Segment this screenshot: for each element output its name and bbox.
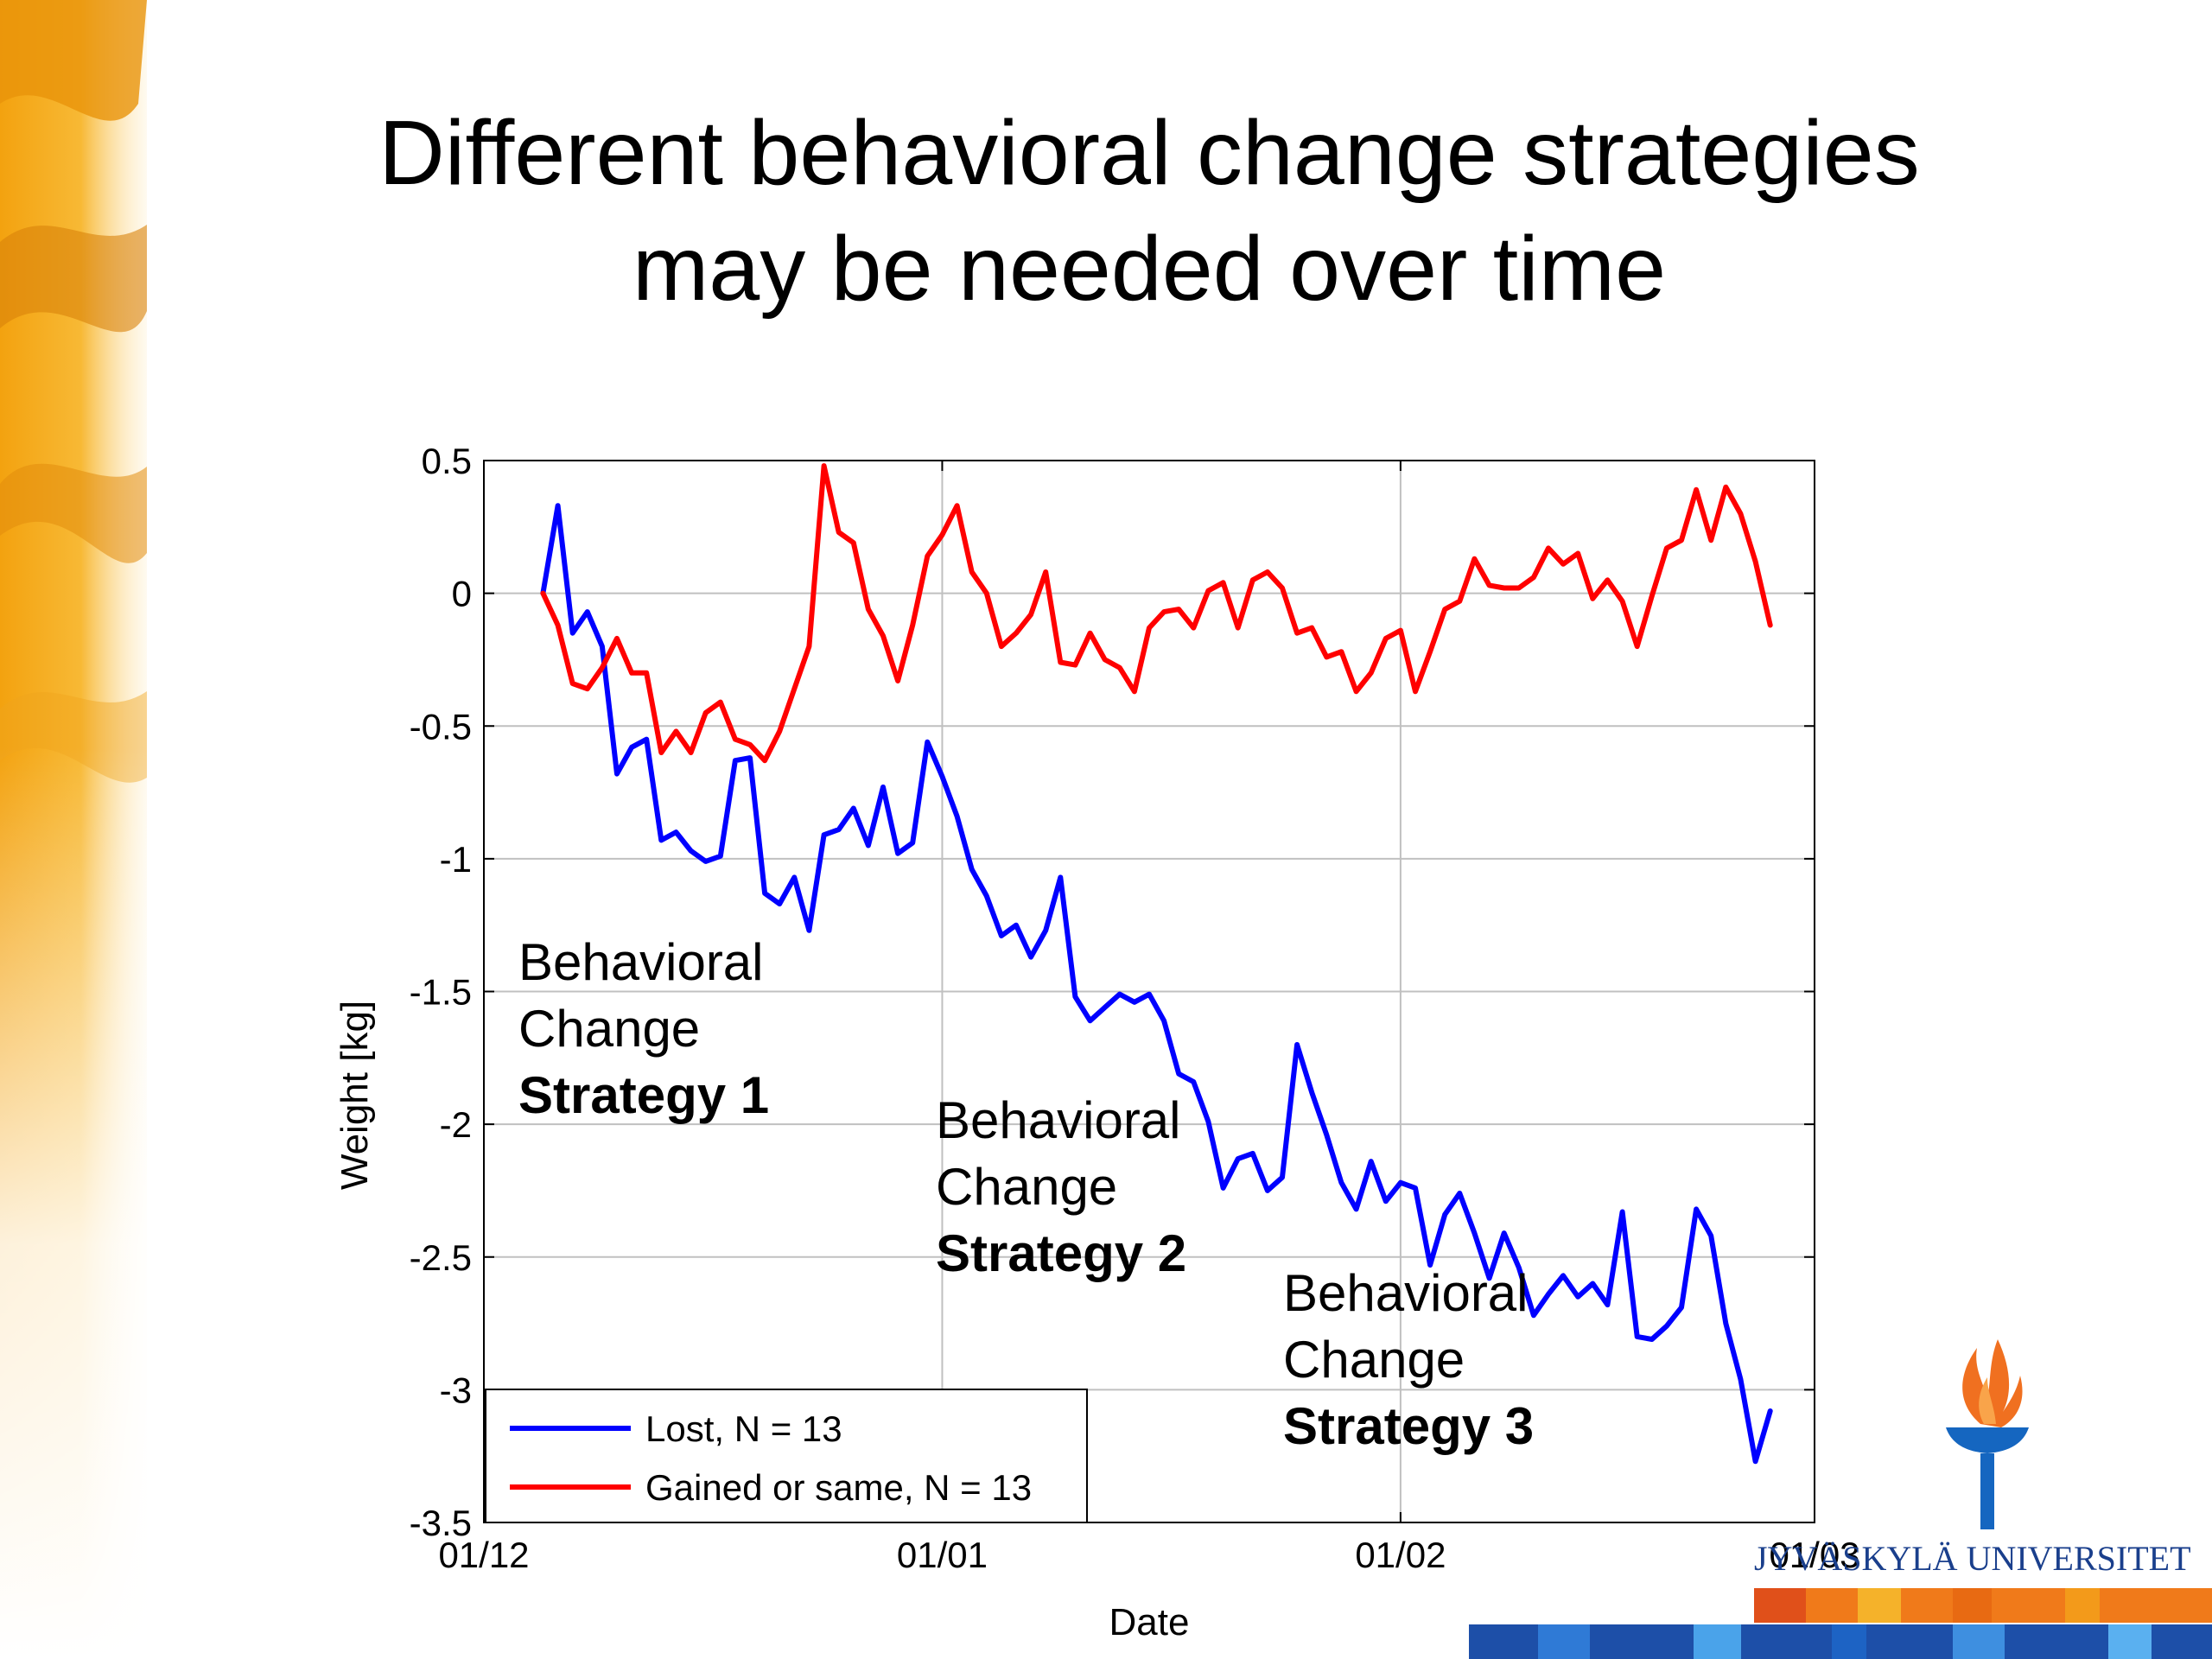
annotation-strategy-label: Strategy 1 xyxy=(518,1066,770,1124)
y-tick-label: -1 xyxy=(440,839,472,880)
annotation-strategy-1: Behavioral Change Strategy 1 xyxy=(518,929,769,1128)
plot-frame xyxy=(483,460,1815,1523)
y-tick-label: -2 xyxy=(440,1104,472,1145)
title-line-2: may be needed over time xyxy=(632,218,1667,320)
x-axis-label: Date xyxy=(1109,1601,1190,1643)
series-line-lost xyxy=(540,503,1773,1465)
y-tick-label: -2.5 xyxy=(410,1237,472,1278)
annotation-line: Change xyxy=(1283,1331,1465,1389)
legend-label: Gained or same, N = 13 xyxy=(645,1467,1032,1508)
x-tick-label: 01/01 xyxy=(897,1535,988,1575)
series-line-gained-or-same xyxy=(540,463,1773,764)
y-tick-label: -0.5 xyxy=(410,706,472,747)
title-line-1: Different behavioral change strategies xyxy=(378,102,1920,204)
annotation-line: Behavioral xyxy=(1283,1264,1529,1322)
logo-text: JYVÄSKYLÄ UNIVERSITET xyxy=(1754,1539,2191,1578)
legend: Lost, N = 13 Gained or same, N = 13 xyxy=(485,1389,1088,1523)
x-tick-label: 01/02 xyxy=(1355,1535,1446,1575)
annotation-strategy-3: Behavioral Change Strategy 3 xyxy=(1283,1260,1534,1459)
annotation-line: Change xyxy=(518,1000,701,1058)
annotation-line: Behavioral xyxy=(936,1091,1181,1149)
legend-box xyxy=(485,1389,1088,1523)
decorative-stripes xyxy=(1469,1588,2212,1659)
annotation-strategy-label: Strategy 2 xyxy=(936,1224,1187,1282)
y-tick-label: 0 xyxy=(452,574,472,614)
annotation-strategy-2: Behavioral Change Strategy 2 xyxy=(936,1087,1186,1287)
y-axis-label: Weight [kg] xyxy=(334,1001,376,1190)
y-tick-label: 0.5 xyxy=(422,441,472,481)
annotation-strategy-label: Strategy 3 xyxy=(1283,1397,1535,1455)
x-tick-label: 01/03 xyxy=(1769,1535,1859,1575)
slide-title: Different behavioral change strategies m… xyxy=(259,95,2039,327)
y-tick-label: -1.5 xyxy=(410,972,472,1013)
series-lines xyxy=(540,463,1773,1465)
torch-logo-icon xyxy=(1946,1339,2029,1529)
legend-label: Lost, N = 13 xyxy=(645,1408,842,1449)
x-tick-label: 01/12 xyxy=(438,1535,529,1575)
axes: 0.5 0 -0.5 -1 -1.5 -2 -2.5 -3 -3.501/12 01/01 01/0… xyxy=(334,441,1860,1643)
orange-floral-decoration xyxy=(0,0,147,1659)
annotation-line: Change xyxy=(936,1158,1118,1216)
y-tick-label: -3.5 xyxy=(410,1503,472,1543)
annotation-line: Behavioral xyxy=(518,933,764,991)
y-tick-label: -3 xyxy=(440,1370,472,1410)
